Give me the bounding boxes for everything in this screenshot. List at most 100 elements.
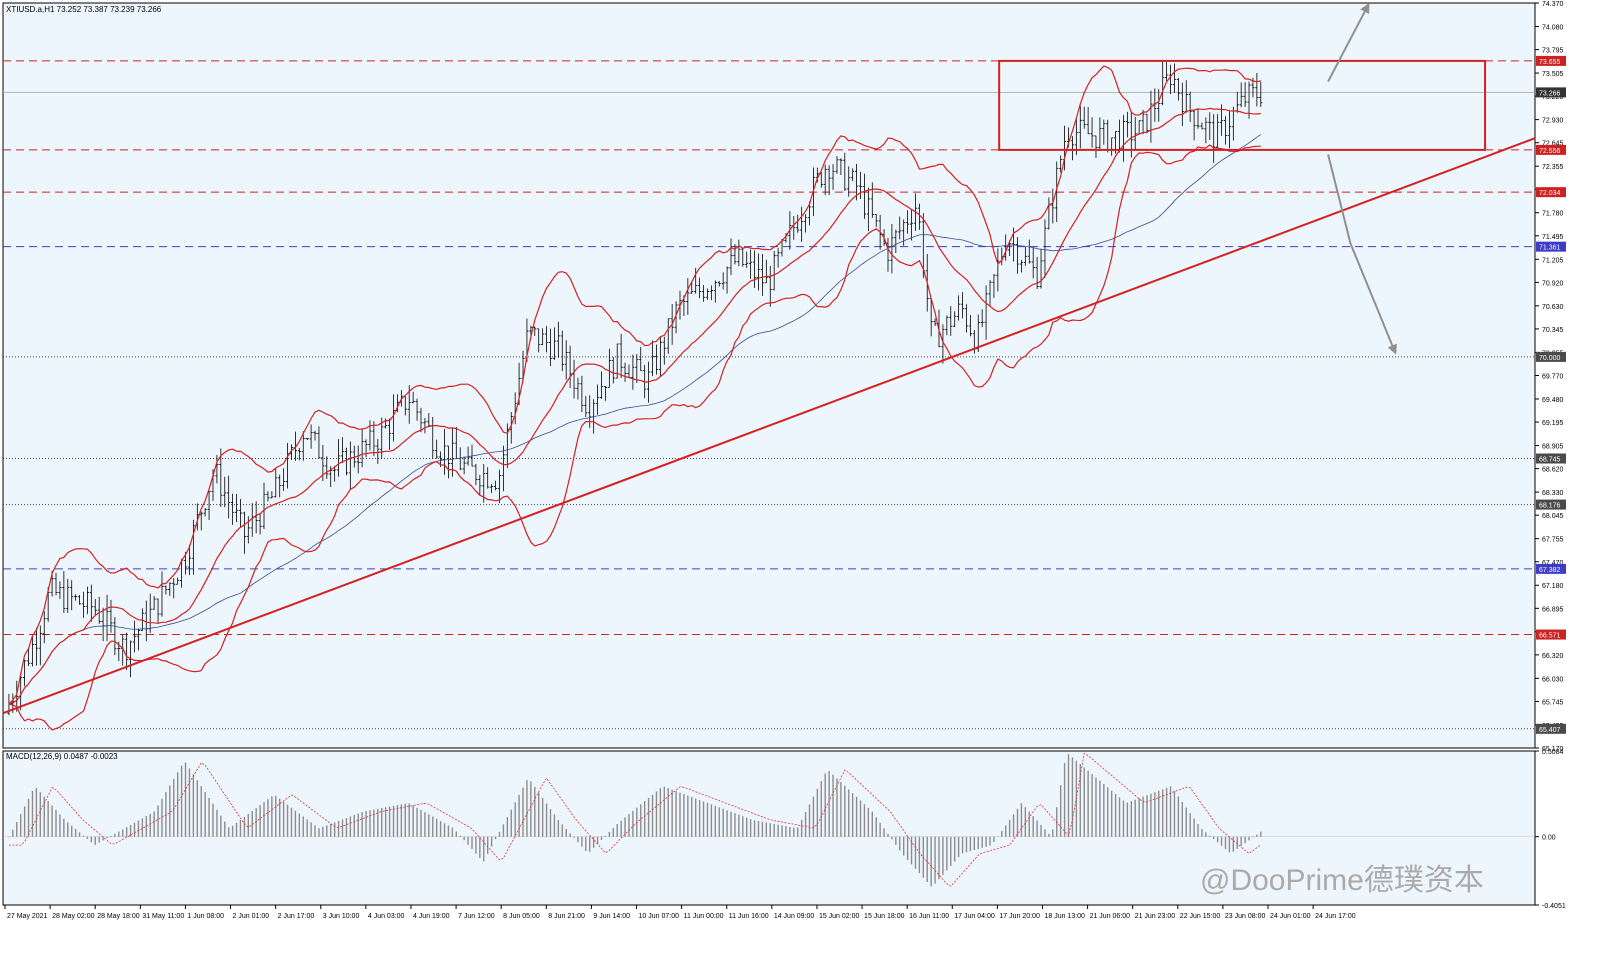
candle [415, 398, 419, 421]
macd-panel [2, 750, 1536, 906]
candle [340, 437, 345, 464]
candle [30, 635, 35, 667]
candle [835, 155, 839, 174]
candle [548, 328, 553, 366]
candle [435, 439, 439, 459]
symbol-info: XTIUSD.a,H1 73.252 73.387 73.239 73.266 [6, 5, 162, 14]
candle [803, 214, 808, 233]
candle [576, 377, 580, 400]
candle [843, 152, 847, 192]
candle [172, 578, 176, 599]
candle [191, 519, 195, 575]
macd-axis-label: -0.4051 [1542, 903, 1566, 910]
candle [486, 467, 490, 489]
candle [945, 315, 949, 336]
candle [411, 391, 415, 404]
candle [1141, 109, 1145, 135]
price-axis-label: 73.220 [1542, 94, 1564, 101]
candle [274, 468, 278, 498]
candle [223, 476, 227, 508]
candle [631, 354, 635, 390]
time-axis-label: 2 Jun 17:00 [278, 913, 315, 920]
candle [1082, 106, 1086, 129]
candle [980, 309, 984, 328]
candle [984, 285, 988, 340]
time-axis-label: 11 Jun 16:00 [729, 913, 769, 920]
time-axis-label: 16 Jun 11:00 [909, 913, 949, 920]
candle [729, 238, 733, 276]
price-axis-label: 68.620 [1542, 467, 1564, 474]
time-axis-label: 21 Jun 06:00 [1090, 913, 1131, 920]
level-tag [1536, 187, 1566, 198]
time-axis-label: 15 Jun 18:00 [864, 913, 905, 920]
level-tag-label: 66.571 [1539, 633, 1561, 640]
candle [906, 210, 910, 234]
price-axis-label: 69.770 [1542, 374, 1564, 381]
candle [89, 584, 93, 622]
macd-axis-label: 0.5084 [1542, 749, 1564, 756]
bollinger-lower [8, 144, 1261, 731]
candle [560, 330, 564, 372]
time-axis-label: 15 Jun 02:00 [819, 913, 860, 920]
level-tag-label: 70.000 [1539, 355, 1561, 362]
candle [796, 214, 800, 233]
candle [749, 249, 753, 279]
range-box [998, 59, 1487, 151]
candle [1023, 247, 1027, 266]
candle [949, 306, 953, 336]
candles [7, 60, 1263, 716]
price-axis-label: 70.345 [1542, 327, 1564, 334]
price-axis-label: 72.645 [1542, 141, 1564, 148]
candle [654, 344, 659, 375]
level-tag [1536, 144, 1566, 155]
candle [490, 483, 494, 493]
price-axis-label: 65.745 [1542, 699, 1564, 706]
candle [1051, 188, 1055, 224]
candle [132, 620, 137, 653]
candle [1015, 236, 1020, 274]
candle [1098, 117, 1102, 151]
candle [760, 253, 765, 296]
candle [231, 493, 235, 525]
price-axis-label: 70.920 [1542, 280, 1564, 287]
candle [968, 314, 972, 337]
candle [219, 448, 223, 507]
price-axis-label: 69.195 [1542, 420, 1564, 427]
candle [113, 617, 117, 656]
candle [776, 247, 780, 268]
candle [77, 595, 82, 605]
candle [658, 336, 662, 377]
candle [1227, 111, 1232, 149]
candle [603, 386, 608, 401]
price-axis-label: 72.930 [1542, 118, 1564, 125]
candle [694, 267, 698, 294]
price-axis-label: 66.320 [1542, 653, 1564, 660]
level-tag-label: 71.361 [1539, 245, 1561, 252]
candle [66, 578, 70, 613]
price-axis-label: 66.895 [1542, 606, 1564, 613]
candle [34, 627, 38, 666]
time-axis-label: 4 Jun 19:00 [413, 913, 450, 920]
candle [109, 599, 113, 633]
time-axis-label: 23 Jun 08:00 [1225, 913, 1266, 920]
price-axis-label: 74.080 [1542, 24, 1564, 31]
candle [215, 454, 219, 484]
price-panel [2, 2, 1536, 749]
candle [313, 430, 317, 441]
time-axis-label: 9 Jun 14:00 [593, 913, 630, 920]
candle [1145, 113, 1149, 134]
time-axis-label: 4 Jun 03:00 [368, 913, 405, 920]
candle [446, 445, 451, 479]
candle [698, 277, 702, 299]
candle [278, 474, 282, 498]
candle [74, 594, 78, 601]
candle [301, 431, 305, 461]
candle [580, 375, 584, 413]
time-axis-label: 21 Jun 23:00 [1135, 913, 1176, 920]
candle [862, 173, 867, 219]
candle [1086, 107, 1090, 135]
candle [1027, 239, 1031, 264]
candle [156, 598, 160, 624]
